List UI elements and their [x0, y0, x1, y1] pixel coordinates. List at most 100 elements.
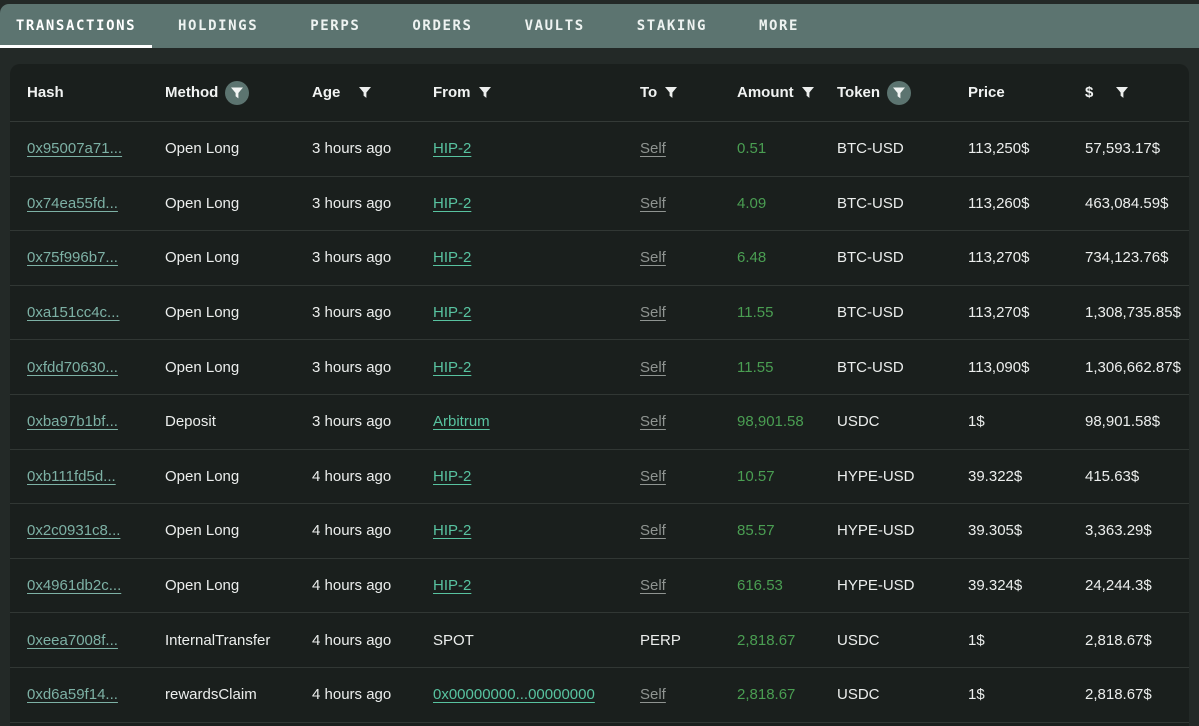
age-cell: 3 hours ago [312, 358, 392, 376]
from-link[interactable]: HIP-2 [433, 249, 472, 267]
hash-link[interactable]: 0xeea7008f... [27, 631, 118, 649]
hash-link[interactable]: 0x2c0931c8... [27, 522, 121, 540]
table-row: 0xba97b1bf... Deposit 3 hours ago Arbitr… [10, 395, 1189, 450]
price-cell: 39.322$ [968, 467, 1023, 485]
table-row: 0xa151cc4c... Open Long 3 hours ago HIP-… [10, 286, 1189, 341]
from-link[interactable]: HIP-2 [433, 194, 472, 212]
amount-cell: 98,901.58 [737, 413, 804, 431]
amount-header-label: Amount [737, 84, 794, 101]
usd-cell: 1,306,662.87$ [1085, 358, 1181, 376]
method-cell: Open Long [165, 467, 240, 485]
hash-link[interactable]: 0xd6a59f14... [27, 686, 118, 704]
tab-more[interactable]: MORE [758, 18, 800, 34]
age-cell: 4 hours ago [312, 577, 392, 595]
amount-cell: 0.51 [737, 140, 767, 158]
from-link[interactable]: HIP-2 [433, 140, 472, 158]
table-row: 0xfdd70630... Open Long 3 hours ago HIP-… [10, 340, 1189, 395]
hash-link[interactable]: 0x74ea55fd... [27, 194, 118, 212]
token-cell: USDC [837, 686, 880, 704]
tab-orders[interactable]: ORDERS [412, 18, 473, 34]
to-filter-icon[interactable] [664, 86, 678, 100]
to-link[interactable]: Self [640, 686, 666, 704]
from-filter-icon[interactable] [478, 86, 492, 100]
age-cell: 4 hours ago [312, 522, 392, 540]
tab-staking[interactable]: STAKING [636, 18, 707, 34]
to-link[interactable]: Self [640, 467, 666, 485]
col-header-to: To [640, 84, 737, 101]
usd-filter-icon[interactable] [1115, 86, 1129, 100]
token-cell: HYPE-USD [837, 577, 915, 595]
price-cell: 113,270$ [968, 304, 1030, 322]
age-cell: 3 hours ago [312, 413, 392, 431]
tab-transactions[interactable]: TRANSACTIONS [0, 4, 152, 48]
token-cell: USDC [837, 413, 880, 431]
usd-cell: 2,818.67$ [1085, 631, 1152, 649]
token-cell: HYPE-USD [837, 522, 915, 540]
from-link[interactable]: HIP-2 [433, 358, 472, 376]
token-cell: BTC-USD [837, 358, 904, 376]
usd-cell: 98,901.58$ [1085, 413, 1161, 431]
amount-cell: 10.57 [737, 467, 775, 485]
usd-cell: 3,363.29$ [1085, 522, 1152, 540]
from-link[interactable]: HIP-2 [433, 467, 472, 485]
transactions-table: Hash Method Age From To Amou [10, 64, 1189, 726]
col-header-token: Token [837, 80, 968, 105]
from-link: SPOT [433, 631, 474, 649]
table-row: 0xeea7008f... InternalTransfer 4 hours a… [10, 613, 1189, 668]
token-filter-icon[interactable] [887, 80, 912, 105]
from-link[interactable]: HIP-2 [433, 304, 472, 322]
to-link[interactable]: Self [640, 194, 666, 212]
amount-cell: 11.55 [737, 304, 774, 322]
tab-vaults[interactable]: VAULTS [524, 18, 585, 34]
col-header-amount: Amount [737, 84, 837, 101]
method-filter-icon[interactable] [225, 80, 250, 105]
age-cell: 3 hours ago [312, 249, 392, 267]
from-link[interactable]: HIP-2 [433, 577, 472, 595]
top-nav: TRANSACTIONS HOLDINGS PERPS ORDERS VAULT… [0, 4, 1199, 48]
method-cell: Open Long [165, 358, 240, 376]
tab-holdings[interactable]: HOLDINGS [178, 18, 259, 34]
table-row: 0x4961db2c... Open Long 4 hours ago HIP-… [10, 559, 1189, 614]
method-header-label: Method [165, 84, 219, 101]
age-filter-icon[interactable] [358, 86, 372, 100]
hash-link[interactable]: 0xb111fd5d... [27, 467, 116, 485]
hash-link[interactable]: 0x95007a71... [27, 140, 123, 158]
usd-cell: 57,593.17$ [1085, 140, 1161, 158]
to-link: PERP [640, 631, 681, 649]
usd-cell: 24,244.3$ [1085, 577, 1152, 595]
from-link[interactable]: 0x00000000...00000000 [433, 686, 595, 704]
usd-header-label: $ [1085, 84, 1094, 101]
to-link[interactable]: Self [640, 140, 666, 158]
token-cell: BTC-USD [837, 140, 904, 158]
amount-filter-icon[interactable] [801, 86, 815, 100]
usd-cell: 415.63$ [1085, 467, 1140, 485]
to-link[interactable]: Self [640, 358, 666, 376]
amount-cell: 85.57 [737, 522, 775, 540]
to-link[interactable]: Self [640, 413, 666, 431]
from-link[interactable]: Arbitrum [433, 413, 490, 431]
hash-link[interactable]: 0x75f996b7... [27, 249, 118, 267]
table-body: 0x95007a71... Open Long 3 hours ago HIP-… [10, 122, 1189, 723]
token-cell: BTC-USD [837, 249, 904, 267]
hash-header-label: Hash [27, 84, 64, 101]
tab-perps[interactable]: PERPS [310, 18, 361, 34]
age-cell: 4 hours ago [312, 631, 392, 649]
to-link[interactable]: Self [640, 577, 666, 595]
age-cell: 3 hours ago [312, 304, 392, 322]
token-cell: HYPE-USD [837, 467, 915, 485]
hash-link[interactable]: 0xa151cc4c... [27, 304, 120, 322]
to-link[interactable]: Self [640, 249, 666, 267]
from-link[interactable]: HIP-2 [433, 522, 472, 540]
to-link[interactable]: Self [640, 522, 666, 540]
to-link[interactable]: Self [640, 304, 666, 322]
age-cell: 3 hours ago [312, 140, 392, 158]
age-cell: 4 hours ago [312, 467, 392, 485]
age-cell: 3 hours ago [312, 194, 392, 212]
col-header-hash: Hash [27, 84, 165, 101]
col-header-method: Method [165, 80, 312, 105]
hash-link[interactable]: 0xba97b1bf... [27, 413, 118, 431]
hash-link[interactable]: 0xfdd70630... [27, 358, 118, 376]
token-cell: BTC-USD [837, 194, 904, 212]
hash-link[interactable]: 0x4961db2c... [27, 577, 122, 595]
age-cell: 4 hours ago [312, 686, 392, 704]
